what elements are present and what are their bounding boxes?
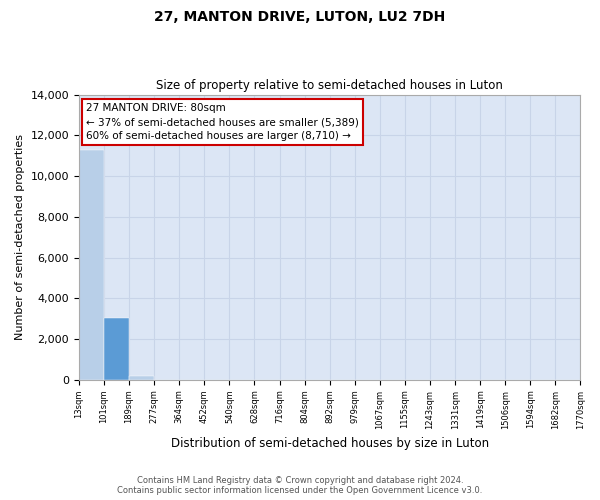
Text: 27 MANTON DRIVE: 80sqm
← 37% of semi-detached houses are smaller (5,389)
60% of : 27 MANTON DRIVE: 80sqm ← 37% of semi-det…: [86, 103, 359, 141]
Bar: [79, 150, 104, 380]
Title: Size of property relative to semi-detached houses in Luton: Size of property relative to semi-detach…: [156, 79, 503, 92]
Bar: [104, 318, 129, 380]
Bar: [129, 376, 154, 380]
Y-axis label: Number of semi-detached properties: Number of semi-detached properties: [15, 134, 25, 340]
Text: Contains HM Land Registry data © Crown copyright and database right 2024.
Contai: Contains HM Land Registry data © Crown c…: [118, 476, 482, 495]
Text: 27, MANTON DRIVE, LUTON, LU2 7DH: 27, MANTON DRIVE, LUTON, LU2 7DH: [154, 10, 446, 24]
X-axis label: Distribution of semi-detached houses by size in Luton: Distribution of semi-detached houses by …: [170, 437, 489, 450]
